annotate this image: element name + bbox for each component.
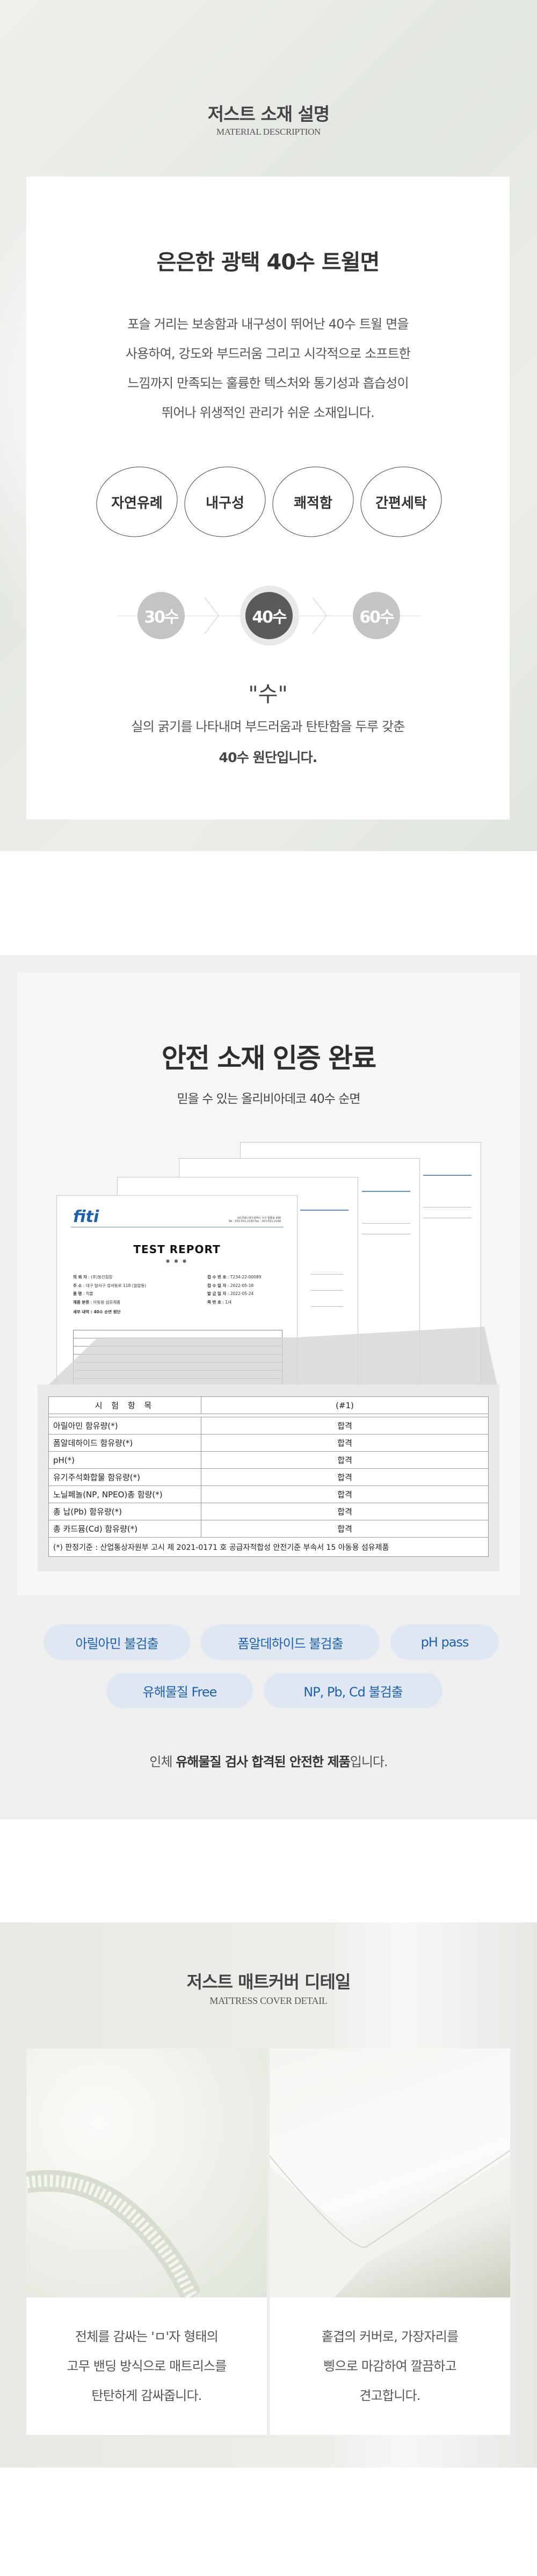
certification-section: 안전 소재 인증 완료 믿을 수 있는 올리비아데코 40수 순면 fiti (… — [0, 955, 537, 1819]
detail-line: 고무 밴딩 방식으로 매트리스를 — [67, 2358, 227, 2374]
table-row: 총 납(Pb) 함유량(*) 합격 — [48, 1503, 489, 1520]
certification-panel: 안전 소재 인증 완료 믿을 수 있는 올리비아데코 40수 순면 fiti (… — [17, 972, 520, 1596]
table-row: 아릴아민 함유량(*) 합격 — [48, 1417, 489, 1435]
test-result: 합격 — [201, 1417, 489, 1435]
feature-oval: 쾌적함 — [266, 459, 360, 545]
test-result: 합격 — [201, 1434, 489, 1452]
description-line: 느낌까지 만족되는 훌륭한 텍스처와 통기성과 흡습성이 — [127, 376, 409, 391]
count-40-selected: 40수 — [245, 592, 293, 639]
section-title: 저스트 매트커버 디테일 — [186, 1972, 351, 1992]
description-line: 사용하여, 강도와 부드러움 그리고 시각적으로 소프트한 — [125, 346, 411, 361]
test-result: 합격 — [201, 1485, 489, 1503]
test-item: 유기주석화합물 함유량(*) — [48, 1468, 201, 1486]
badge-harmful-free: 유해물질 Free — [106, 1673, 253, 1708]
mattress-edge-photo — [270, 2048, 510, 2297]
chevron-right-icon — [312, 597, 327, 634]
count-description-bold: 40수 원단입니다. — [219, 750, 318, 765]
magnifier-shadow — [38, 1327, 499, 1395]
table-row: 총 카드뮴(Cd) 함유량(*) 합격 — [48, 1520, 489, 1538]
test-result-table: 시 험 항 목 (#1) 아릴아민 함유량(*) 합격 폼알데하이드 함유량(*) 합격… — [48, 1396, 489, 1557]
report-fields-right: 접 수 번 호 : T234-22-00089 접 수 일 자 : 2022-0… — [207, 1275, 262, 1305]
mattress-edge-image — [270, 2150, 510, 2297]
certification-summary: 인체 유해물질 검사 합격된 안전한 제품입니다. — [149, 1754, 388, 1769]
test-item: 아릴아민 함유량(*) — [48, 1417, 201, 1435]
detail-line: 탄탄하게 감싸줍니다. — [91, 2388, 202, 2403]
feature-label: 간편세탁 — [375, 495, 427, 511]
feature-label: 쾌적함 — [294, 495, 332, 511]
test-item: 폼알데하이드 함유량(*) — [48, 1434, 201, 1452]
report-dots: ● ● ● — [165, 1258, 188, 1263]
count-term: "수" — [248, 682, 288, 707]
badge-arylamine: 아릴아민 불검출 — [43, 1624, 190, 1660]
test-result: 합격 — [201, 1451, 489, 1469]
table-header-row: 시 험 항 목 (#1) — [48, 1396, 489, 1414]
test-item: pH(*) — [48, 1451, 201, 1469]
detail-line: 홑겹의 커버로, 가장자리를 — [321, 2329, 459, 2344]
feature-oval: 간편세탁 — [354, 459, 448, 545]
feature-label: 자연유례 — [111, 495, 163, 511]
badge-ph: pH pass — [390, 1624, 499, 1660]
detail-text-box: 홑겹의 커버로, 가장자리를 삥으로 마감하여 깔끔하고 견고합니다. — [270, 2297, 510, 2435]
detail-text-box: 전체를 감싸는 'ㅁ'자 형태의 고무 밴딩 방식으로 매트리스를 탄탄하게 감… — [26, 2297, 267, 2435]
description-line: 포슬 거리는 보송함과 내구성이 뛰어난 40수 트윌 면을 — [127, 317, 409, 332]
elastic-band-photo — [26, 2048, 267, 2297]
test-result: 합격 — [201, 1520, 489, 1538]
certification-subtitle: 믿을 수 있는 올리비아데코 40수 순면 — [177, 1092, 360, 1106]
badge-np-pb-cd: NP, Pb, Cd 불검출 — [264, 1673, 442, 1708]
description-line: 뛰어나 위생적인 관리가 쉬운 소재입니다. — [162, 405, 375, 420]
fiti-logo: fiti — [73, 1208, 99, 1226]
detail-line: 견고합니다. — [359, 2388, 420, 2403]
material-description: 포슬 거리는 보송함과 내구성이 뛰어난 40수 트윌 면을 사용하여, 강도와… — [26, 310, 510, 428]
report-address: (41758) 대구광역시 서구 염종로 498 Tel : 053-551-21… — [228, 1217, 281, 1223]
elastic-band-image — [26, 2170, 202, 2297]
report-fields-left: 의 뢰 자 : (주)동진침장 주 소 : 대구 달서구 성서동로 118 (월… — [73, 1275, 147, 1314]
table-row: pH(*) 합격 — [48, 1451, 489, 1469]
table-header: (#1) — [201, 1396, 489, 1414]
count-description: 실의 굵기를 나타내며 부드러움과 탄탄함을 두루 갖춘 — [131, 719, 405, 734]
count-60: 60수 — [353, 592, 400, 639]
detail-line: 삥으로 마감하여 깔끔하고 — [323, 2358, 457, 2374]
table-row: 유기주석화합물 함유량(*) 합격 — [48, 1468, 489, 1486]
certification-title: 안전 소재 인증 완료 — [161, 1043, 376, 1074]
detail-section: 저스트 매트커버 디테일 MATTRESS COVER DETAIL 전체를 감… — [0, 1922, 537, 2468]
material-card: 은은한 광택 40수 트윌면 포슬 거리는 보송함과 내구성이 뛰어난 40수 … — [26, 177, 510, 819]
feature-label: 내구성 — [206, 495, 244, 511]
report-heading: TEST REPORT — [133, 1243, 221, 1256]
section-title: 저스트 소재 설명 — [207, 104, 330, 125]
test-result-zoom: 시 험 항 목 (#1) 아릴아민 함유량(*) 합격 폼알데하이드 함유량(*) 합격… — [38, 1385, 499, 1571]
section-subtitle: MATTRESS COVER DETAIL — [209, 1995, 328, 2006]
badge-formaldehyde: 폼알데하이드 불검출 — [201, 1624, 380, 1660]
test-result: 합격 — [201, 1503, 489, 1520]
feature-oval: 자연유례 — [90, 459, 184, 545]
count-30: 30수 — [137, 592, 185, 639]
chevron-right-icon — [204, 597, 219, 634]
material-headline: 은은한 광택 40수 트윌면 — [156, 250, 380, 275]
detail-line: 전체를 감싸는 'ㅁ'자 형태의 — [75, 2329, 219, 2344]
table-row: 폼알데하이드 함유량(*) 합격 — [48, 1434, 489, 1452]
test-item: 노닐페놀(NP, NPEO)총 함량(*) — [48, 1485, 201, 1503]
test-item: 총 납(Pb) 함유량(*) — [48, 1503, 201, 1520]
feature-oval: 내구성 — [178, 459, 272, 545]
section-subtitle: MATERIAL DESCRIPTION — [216, 127, 321, 137]
table-header: 시 험 항 목 — [48, 1396, 201, 1414]
table-footnote: (*) 판정기준 : 산업통상자원부 고시 제 2021-0171 호 공급자적… — [48, 1537, 489, 1557]
test-item: 총 카드뮴(Cd) 함유량(*) — [48, 1520, 201, 1538]
test-result: 합격 — [201, 1468, 489, 1486]
material-section: 저스트 소재 설명 MATERIAL DESCRIPTION 은은한 광택 40… — [0, 0, 537, 851]
table-row: 노닐페놀(NP, NPEO)총 함량(*) 합격 — [48, 1485, 489, 1503]
